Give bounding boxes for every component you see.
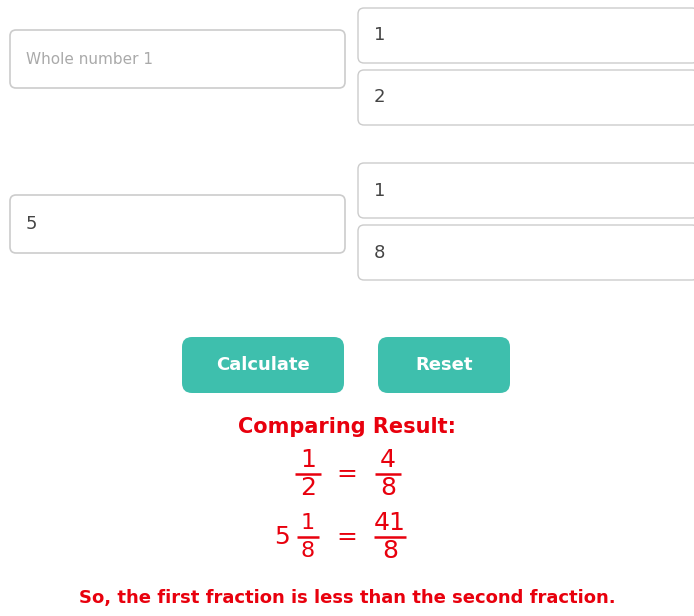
Text: 1: 1 [300, 448, 316, 472]
Text: 2: 2 [374, 89, 385, 107]
Text: So, the first fraction is less than the second fraction.: So, the first fraction is less than the … [78, 589, 616, 607]
Text: 5: 5 [274, 525, 290, 549]
Text: 1: 1 [301, 513, 315, 533]
Text: Comparing Result:: Comparing Result: [238, 417, 456, 437]
Text: =: = [337, 462, 357, 486]
Text: Reset: Reset [415, 356, 473, 374]
Text: 8: 8 [301, 541, 315, 561]
FancyBboxPatch shape [378, 337, 510, 393]
Text: =: = [337, 525, 357, 549]
Text: 5: 5 [26, 215, 37, 233]
Text: 8: 8 [382, 539, 398, 563]
Text: 1: 1 [374, 182, 385, 200]
Text: 1: 1 [374, 26, 385, 44]
FancyBboxPatch shape [358, 70, 694, 125]
Text: 8: 8 [374, 243, 385, 262]
Text: 4: 4 [380, 448, 396, 472]
FancyBboxPatch shape [10, 30, 345, 88]
FancyBboxPatch shape [10, 195, 345, 253]
Text: Whole number 1: Whole number 1 [26, 52, 153, 67]
Text: 2: 2 [300, 476, 316, 500]
FancyBboxPatch shape [358, 225, 694, 280]
Text: Calculate: Calculate [216, 356, 310, 374]
Text: 8: 8 [380, 476, 396, 500]
FancyBboxPatch shape [358, 8, 694, 63]
Text: 41: 41 [374, 511, 406, 535]
FancyBboxPatch shape [182, 337, 344, 393]
FancyBboxPatch shape [358, 163, 694, 218]
